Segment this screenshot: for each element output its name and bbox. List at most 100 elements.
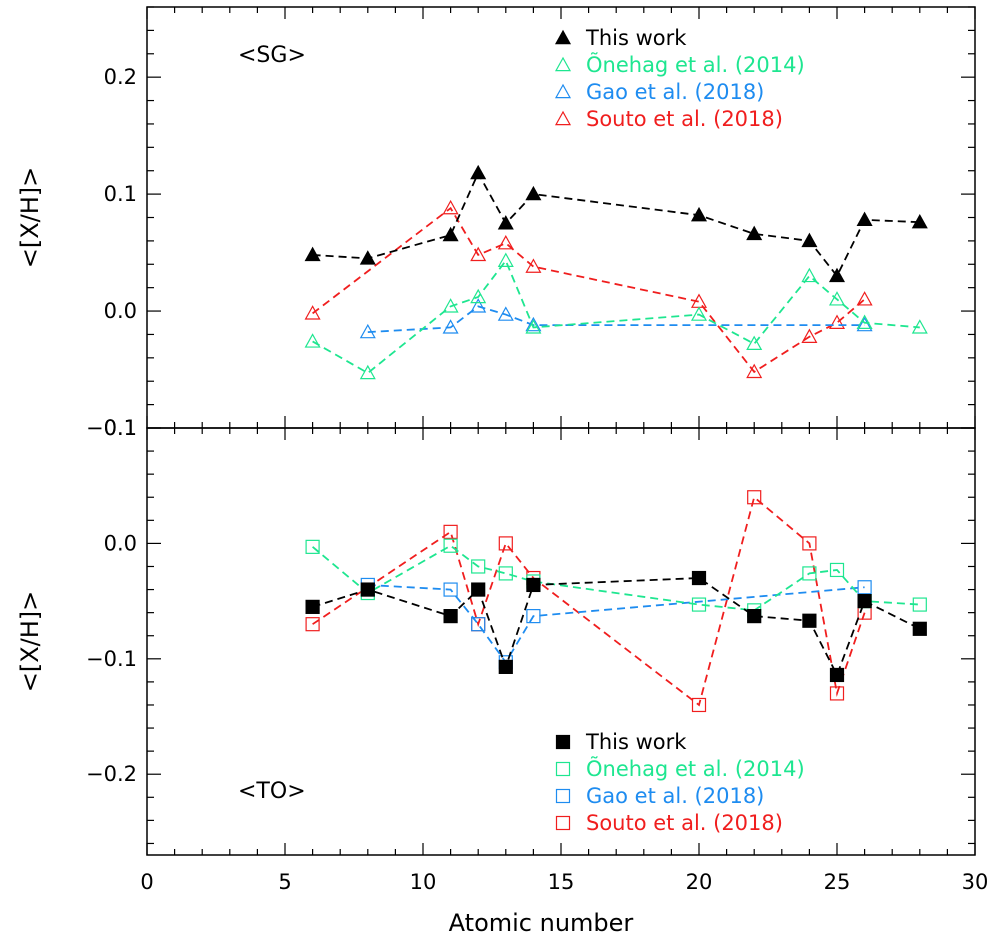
data-point: [801, 328, 818, 343]
legend-marker: [555, 815, 571, 831]
data-point: [304, 333, 321, 348]
data-point: [304, 246, 321, 262]
x-tick-label: 0: [140, 870, 153, 894]
legend-marker: [554, 56, 572, 72]
x-axis-title: Atomic number: [449, 909, 634, 937]
data-point: [525, 185, 542, 201]
data-point: [746, 335, 763, 350]
data-point: [911, 213, 928, 229]
data-point: [497, 306, 514, 321]
data-point: [801, 232, 818, 248]
series-line: [367, 584, 865, 664]
panel-2: 0 5 10 15 20 25 30 −0.2 −0.1 0.0 0.1 <[X/H]> Atomic …: [16, 416, 988, 937]
data-point: [305, 617, 320, 632]
series-3: [304, 199, 873, 379]
data-point: [829, 667, 845, 683]
panel-label: <SG>: [238, 43, 306, 68]
x-tick-label: 10: [410, 870, 437, 894]
legend-marker: [554, 29, 572, 45]
data-point: [526, 609, 541, 624]
legend-label: This work: [585, 730, 687, 754]
y-axis-title: <[X/H]>: [16, 167, 44, 269]
data-point: [690, 206, 708, 222]
data-point: [304, 305, 321, 320]
y-tick-label: −0.2: [86, 762, 137, 786]
data-point: [747, 490, 762, 505]
series-2: [359, 298, 873, 339]
legend-label: Õnehag et al. (2014): [586, 51, 805, 77]
legend-label: Gao et al. (2018): [586, 784, 764, 808]
data-point: [359, 323, 376, 339]
data-point: [470, 164, 487, 180]
data-point: [498, 659, 513, 674]
data-point: [802, 536, 817, 551]
y-tick-label: −0.1: [86, 647, 137, 671]
data-point: [498, 566, 513, 581]
data-point: [442, 319, 459, 334]
data-point: [526, 577, 541, 593]
data-point: [471, 617, 486, 632]
data-point: [497, 234, 514, 250]
y-axis-title: <[X/H]>: [16, 591, 44, 693]
series-line: [367, 305, 865, 334]
data-point: [912, 621, 927, 636]
data-point: [305, 599, 320, 614]
data-point: [829, 686, 845, 701]
series-line: [312, 544, 920, 612]
series-line: [312, 577, 921, 678]
data-point: [690, 306, 708, 321]
data-point: [442, 298, 459, 313]
y-tick-label: 0.0: [104, 299, 137, 323]
data-point: [305, 539, 320, 554]
x-tick-label: 5: [278, 870, 291, 894]
x-tick-label: 30: [962, 870, 989, 894]
data-point: [525, 316, 542, 332]
data-point: [911, 319, 928, 334]
data-point: [443, 609, 458, 624]
data-point: [442, 199, 459, 215]
data-point: [829, 562, 845, 578]
data-point: [471, 582, 486, 597]
data-point: [746, 225, 763, 241]
data-point: [497, 252, 514, 267]
data-point: [856, 291, 873, 306]
data-point: [828, 291, 846, 306]
x-tick-label: 25: [824, 870, 851, 894]
series-1: [305, 538, 927, 618]
series-0: [304, 164, 928, 283]
data-point: [525, 319, 542, 334]
data-point: [747, 609, 762, 624]
data-point: [856, 211, 873, 227]
series-line: [312, 206, 866, 374]
data-point: [691, 570, 707, 586]
legend-marker: [554, 83, 572, 99]
data-point: [525, 258, 542, 273]
data-point: [802, 566, 817, 581]
series-line: [312, 495, 866, 707]
data-point: [442, 226, 459, 242]
data-point: [359, 250, 376, 265]
data-point: [857, 580, 872, 595]
series-2: [360, 577, 872, 670]
data-point: [912, 597, 927, 612]
legend-marker: [554, 110, 572, 126]
data-point: [746, 363, 763, 379]
series-0: [305, 570, 927, 683]
data-point: [828, 314, 846, 329]
panel-label: <TO>: [238, 779, 306, 804]
data-point: [443, 524, 458, 539]
data-point: [802, 613, 817, 628]
data-point: [801, 267, 818, 283]
legend-label: Souto et al. (2018): [586, 811, 783, 835]
panel-1: −0.1 0.0 0.1 0.2 <[X/H]> <SG> This workÕnehag …: [16, 6, 976, 440]
series-3: [305, 490, 872, 713]
data-point: [856, 316, 873, 332]
y-tick-label: 0.0: [104, 531, 137, 555]
legend-label: Souto et al. (2018): [586, 107, 783, 131]
data-point: [471, 559, 486, 574]
data-point: [443, 582, 458, 597]
data-point: [360, 582, 375, 597]
x-tick-label: 15: [548, 870, 575, 894]
